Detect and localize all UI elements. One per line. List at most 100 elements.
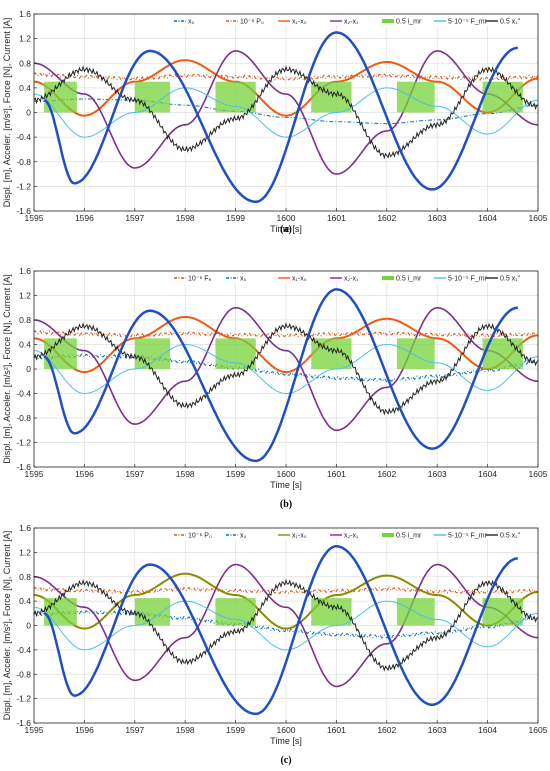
x-tick-label: 1602 <box>377 213 396 223</box>
y-tick-label: 1.2 <box>19 547 31 557</box>
y-axis-label: Displ. [m], Acceler. [m/s²], Force [N], … <box>2 18 12 208</box>
legend-label: 5·10⁻⁵ F_mr <box>448 533 488 540</box>
data-line <box>33 50 538 175</box>
x-tick-label: 1604 <box>478 725 497 735</box>
panel-a: 1595 1596 1597 1598 1599 1600 1601 1602 1603 1604… <box>2 9 548 235</box>
legend-label: 5·10⁻⁵ F_mr <box>448 276 488 283</box>
data-line <box>34 563 539 688</box>
x-tick-label: 1603 <box>428 213 447 223</box>
data-bar <box>215 81 256 113</box>
data-line <box>33 59 539 117</box>
series <box>33 353 539 383</box>
data-line <box>33 353 539 383</box>
x-axis-label: Time [s] <box>270 736 302 746</box>
y-tick-label: 0 <box>26 108 31 118</box>
series <box>43 288 518 463</box>
legend: x₀ 10⁻⁶ P₀ x₁-x₀ x₂-x₁ 0.5 i_mr 5·10⁻⁵ F_mr 0.… <box>172 15 536 26</box>
y-tick-label: -1.6 <box>16 206 31 216</box>
y-tick-label: 0 <box>26 364 31 374</box>
x-tick-label: 1605 <box>529 469 548 479</box>
series <box>33 578 539 672</box>
legend-label: x₁-x₀ <box>292 533 307 540</box>
x-tick-label: 1603 <box>428 469 447 479</box>
x-tick-label: 1596 <box>75 725 94 735</box>
series <box>44 81 523 113</box>
y-tick-label: 0.8 <box>19 315 31 325</box>
series <box>33 65 539 160</box>
y-tick-label: 0.4 <box>19 340 31 350</box>
x-tick-label: 1596 <box>75 469 94 479</box>
x-axis-label: Time [s] <box>270 224 302 234</box>
y-tick-label: -0.8 <box>16 157 31 167</box>
series <box>33 586 539 595</box>
series <box>33 59 539 117</box>
y-tick-label: 1.6 <box>19 9 31 19</box>
x-tick-label: 1600 <box>277 469 296 479</box>
panel-caption: (b) <box>280 499 292 510</box>
legend-label: 0.5 x₁'' <box>500 276 520 283</box>
data-bar <box>134 598 171 626</box>
legend: 10⁻⁶ Fₑ x₀ x₁-x₀ x₂-x₁ 0.5 i_mr 5·10⁻⁵ F_mr 0.… <box>172 272 536 283</box>
x-tick-label: 1600 <box>277 725 296 735</box>
x-tick-label: 1597 <box>125 725 144 735</box>
x-tick-label: 1597 <box>125 469 144 479</box>
plot-series <box>33 288 539 463</box>
legend-label: 0.5 i_mr <box>396 533 422 540</box>
x-tick-label: 1601 <box>327 213 346 223</box>
y-tick-label: -1.2 <box>16 181 31 191</box>
legend-label: x₀ <box>240 276 247 283</box>
x-tick-label: 1602 <box>377 469 396 479</box>
y-tick-label: -1.2 <box>16 438 31 448</box>
x-tick-label: 1600 <box>277 213 296 223</box>
data-line <box>34 315 539 374</box>
series <box>33 50 538 175</box>
y-tick-label: 0 <box>26 621 31 631</box>
data-bar <box>396 81 435 113</box>
y-tick-label: -0.4 <box>16 389 31 399</box>
legend-label: 0.5 x₁'' <box>500 19 520 26</box>
data-line <box>43 31 518 204</box>
data-line <box>33 71 539 81</box>
x-tick-label: 1605 <box>529 213 548 223</box>
data-line <box>33 609 539 639</box>
x-tick-label: 1599 <box>226 725 245 735</box>
y-tick-label: 0.8 <box>19 572 31 582</box>
legend-label: 10⁻⁶ P₀ <box>240 19 264 26</box>
x-tick-label: 1598 <box>176 213 195 223</box>
panel-b: 1595 1596 1597 1598 1599 1600 1601 1602 1603 1604… <box>2 266 548 510</box>
panel-caption: (a) <box>280 224 292 235</box>
legend-label: x₂-x₁ <box>344 276 359 283</box>
series <box>34 563 539 688</box>
series <box>34 307 539 432</box>
y-tick-label: -0.4 <box>16 132 31 142</box>
y-tick-label: -1.6 <box>16 462 31 472</box>
plot-series <box>33 31 539 204</box>
legend-label: x₁-x₀ <box>292 19 307 26</box>
y-axis-label: Displ. [m], Acceler. [m/s²], Force [N], … <box>2 531 12 721</box>
x-tick-label: 1595 <box>25 213 44 223</box>
data-bar <box>482 81 523 113</box>
y-tick-label: 0.4 <box>19 596 31 606</box>
legend-box <box>172 15 536 26</box>
x-tick-label: 1604 <box>478 213 497 223</box>
x-tick-label: 1601 <box>327 725 346 735</box>
legend-label: x₀ <box>240 533 247 540</box>
x-axis-label: Time [s] <box>270 480 302 490</box>
series <box>44 338 523 369</box>
data-line <box>34 307 539 432</box>
y-axis-label: Displ. [m], Acceler. [m/s²], Force [N], … <box>2 274 12 464</box>
legend-label: 10⁻⁶ P₀ <box>188 533 212 540</box>
y-tick-label: 0.4 <box>19 83 31 93</box>
series <box>33 572 538 630</box>
series <box>33 322 539 416</box>
x-tick-label: 1602 <box>377 725 396 735</box>
legend-label: x₂-x₁ <box>344 19 359 26</box>
data-line <box>33 578 539 672</box>
series <box>33 71 539 81</box>
data-line <box>33 329 539 338</box>
data-line <box>33 65 539 160</box>
legend-label: 10⁻⁶ Fₑ <box>188 276 212 283</box>
x-tick-label: 1595 <box>25 725 44 735</box>
y-tick-label: 1.2 <box>19 291 31 301</box>
